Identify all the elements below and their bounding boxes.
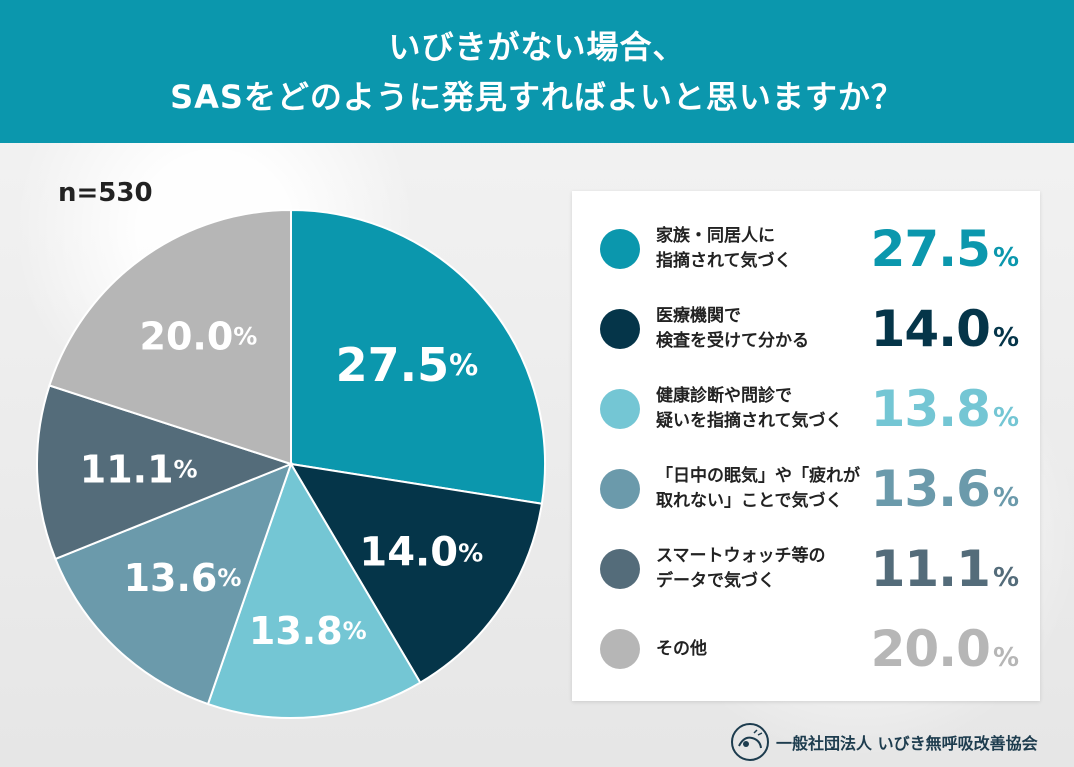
legend-swatch [600, 549, 640, 589]
pie-slice [290, 208, 546, 505]
title-line-2: SASをどのように発見すればよいと思いますか？ [170, 77, 904, 116]
organization-name: 一般社団法人 いびき無呼吸改善協会 [776, 734, 1038, 753]
organization-credit: 一般社団法人 いびき無呼吸改善協会 [730, 722, 1038, 762]
organization-logo-icon [731, 723, 769, 761]
pie-data-label: 13.8% [249, 609, 367, 653]
pie-slice [206, 461, 422, 719]
legend-label: 「日中の眠気」や「疲れが 取れない」ことで気づく [656, 466, 860, 511]
legend-label: 家族・同居人に 指摘されて気づく [656, 226, 792, 271]
pie-slice [54, 462, 293, 706]
legend-item: スマートウォッチ等の データで気づく 11.1% [572, 529, 1040, 609]
legend-item: 医療機関で 検査を受けて分かる 14.0% [572, 289, 1040, 369]
legend-value: 11.1% [870, 540, 1019, 598]
sample-size: n=530 [58, 178, 153, 208]
legend-label: スマートウォッチ等の データで気づく [656, 546, 826, 591]
pie-slice [36, 384, 294, 561]
pie-slice [48, 208, 292, 466]
legend-item: 家族・同居人に 指摘されて気づく 27.5% [572, 209, 1040, 289]
legend-item: 健康診断や問診で 疑いを指摘されて気づく 13.8% [572, 369, 1040, 449]
legend-item: その他 20.0% [572, 609, 1040, 689]
legend-value: 13.8% [870, 380, 1019, 438]
pie-data-label: 20.0% [140, 315, 258, 359]
legend-item: 「日中の眠気」や「疲れが 取れない」ことで気づく 13.6% [572, 449, 1040, 529]
legend-swatch [600, 389, 640, 429]
pie-data-label: 27.5% [336, 338, 479, 392]
pie-data-label: 13.6% [124, 556, 242, 600]
legend-label: その他 [656, 638, 707, 659]
title-banner: いびきがない場合、 SASをどのように発見すればよいと思いますか？ [0, 0, 1074, 143]
pie-data-label: 11.1% [80, 447, 198, 491]
legend-label: 健康診断や問診で 疑いを指摘されて気づく [656, 386, 843, 431]
legend-value: 13.6% [870, 460, 1019, 518]
title-line-1: いびきがない場合、 [388, 27, 686, 66]
legend-value: 27.5% [870, 220, 1019, 278]
pie-data-label: 14.0% [359, 530, 483, 576]
pie-slice [289, 462, 544, 684]
legend-value: 20.0% [870, 620, 1019, 678]
legend-value: 14.0% [870, 300, 1019, 358]
legend-swatch [600, 469, 640, 509]
legend-swatch [600, 309, 640, 349]
legend-swatch [600, 229, 640, 269]
legend-label: 医療機関で 検査を受けて分かる [656, 306, 809, 351]
legend: 家族・同居人に 指摘されて気づく 27.5% 医療機関で 検査を受けて分かる 14.0% 健… [572, 191, 1040, 701]
legend-swatch [600, 629, 640, 669]
